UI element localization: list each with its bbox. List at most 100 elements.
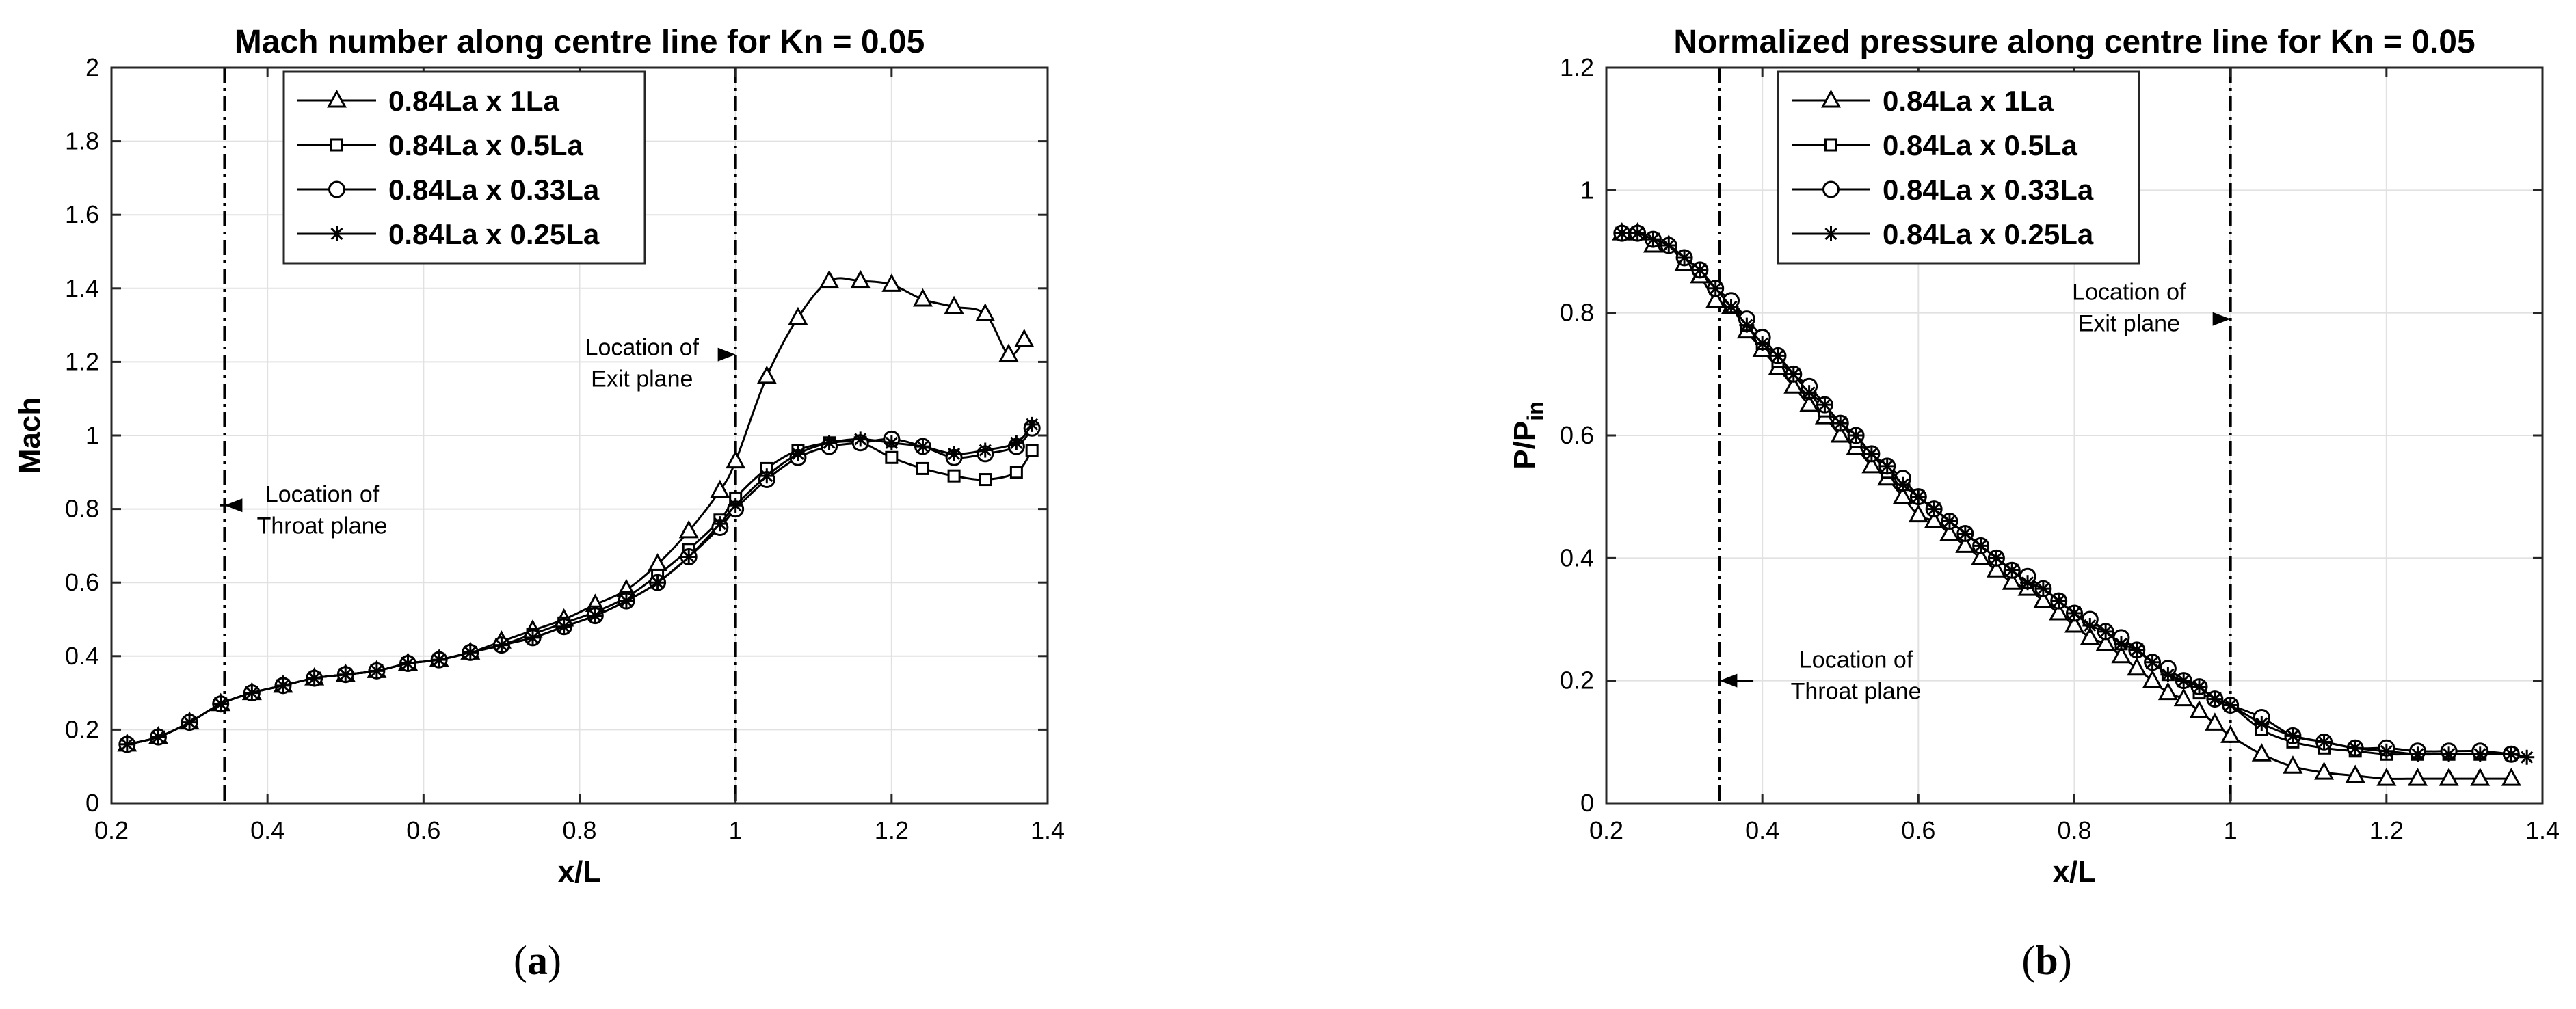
panel-letter: a [527,938,548,983]
data-point-asterisk [1024,416,1040,432]
data-point-asterisk [275,677,291,693]
arrow-head [1719,673,1738,688]
x-tick-label: 0.6 [406,816,440,844]
data-point-asterisk [150,729,166,745]
y-tick-label: 0.4 [65,642,99,670]
legend-marker-square [330,138,343,152]
data-point-asterisk [1661,238,1677,254]
data-point-asterisk [2145,654,2160,670]
data-point-asterisk [1973,538,1989,554]
data-point-asterisk [462,645,478,660]
data-point-asterisk [2348,740,2363,756]
data-point-asterisk [2316,734,2332,750]
data-point-asterisk [1723,299,1739,314]
legend-marker-asterisk [1823,226,1839,241]
data-point-triangle [1892,485,1913,504]
data-point-asterisk [915,439,931,455]
data-point-triangle [1830,424,1850,443]
x-tick-label: 0.6 [1901,816,1935,844]
data-point-asterisk [1941,513,1957,529]
data-point-triangle [2049,602,2069,621]
data-point-triangle [2157,682,2178,701]
data-point-asterisk [2129,642,2145,658]
data-point-square [1009,466,1023,479]
data-point-asterisk [1989,550,2004,566]
data-point-triangle [2064,614,2085,633]
data-point-asterisk [1926,501,1942,517]
annotation-line-2: Exit plane [2078,311,2180,337]
data-point-asterisk [1833,416,1848,431]
y-tick-label: 1 [85,421,99,449]
annotation-line-1: Location of [265,482,380,508]
annotation-1: Location of Exit plane [585,334,736,392]
data-point-triangle [1908,504,1928,523]
data-point-square [979,473,992,487]
data-point-asterisk [2176,673,2192,688]
data-point-triangle [850,269,871,288]
y-tick-label: 0.6 [65,568,99,596]
data-point-triangle [710,479,730,498]
y-tick-label: 0 [85,789,99,817]
x-axis-label: x/L [2053,855,2097,889]
data-point-asterisk [244,685,260,701]
y-tick-label: 1.6 [65,200,99,228]
chart-b: 0.2 0.4 0.6 0.8 1 1.2 1.400.20.40.60.811.2Norm… [1508,24,2560,889]
y-tick-label: 1.8 [65,127,99,155]
y-tick-label: 0 [1580,789,1594,817]
legend-marker-circle [1822,180,1840,198]
data-point-square [885,450,899,464]
data-point-asterisk [1009,435,1024,450]
arrow-head [717,347,736,362]
data-point-asterisk [2098,623,2114,639]
data-point-triangle [912,288,933,307]
data-point-square [947,469,961,483]
data-point-asterisk [1911,489,1926,504]
x-tick-label: 1.4 [2525,816,2560,844]
data-point-triangle [2142,669,2163,688]
y-tick-label: 0.6 [1560,421,1594,449]
data-point-triangle [678,520,699,539]
legend-marker-circle [328,180,345,198]
x-tick-label: 1.2 [2369,816,2404,844]
data-point-triangle [2345,764,2365,783]
chart-title: Normalized pressure along centre line fo… [1673,24,2475,60]
data-point-triangle [2095,632,2116,651]
annotation-line-1: Location of [2072,280,2186,306]
data-point-triangle [2283,755,2303,774]
y-tick-label: 1 [1580,176,1594,204]
annotation-line-2: Throat plane [1791,679,1922,705]
data-point-asterisk [759,468,775,484]
y-tick-label: 1.2 [1560,53,1594,81]
data-point-triangle [1705,289,1726,308]
legend-label: 0.84La x 0.25La [388,218,600,250]
y-axis-label: Mach [13,397,47,474]
chart-a: 0.2 0.4 0.6 0.8 1 1.2 1.400.20.40.60.811.21.41… [13,24,1065,889]
chart-title: Mach number along centre line for Kn = 0… [235,24,925,60]
data-point-asterisk [650,575,665,591]
data-point-triangle [2127,657,2147,676]
data-point-asterisk [946,446,962,461]
data-point-triangle [944,295,964,314]
data-point-triangle [788,306,808,325]
data-point-triangle [2002,571,2022,590]
data-point-asterisk [400,656,416,671]
panel-letter: b [2035,938,2058,983]
x-tick-label: 1.4 [1031,816,1065,844]
data-point-asterisk [1848,428,1864,443]
data-point-asterisk [1692,262,1708,278]
data-point-triangle [2314,762,2335,780]
data-point-asterisk [2067,606,2082,621]
data-point-asterisk [2020,575,2036,591]
data-point-triangle [1861,455,1882,474]
data-point-triangle [2407,768,2428,786]
data-point-asterisk [1785,366,1801,382]
series-3 [1614,226,2535,765]
x-tick-label: 1 [729,816,743,844]
y-tick-label: 1.4 [65,274,99,302]
data-point-triangle [998,343,1019,362]
data-point-asterisk [2004,563,2020,578]
data-point-triangle [1783,375,1804,394]
data-point-asterisk [1755,336,1770,351]
data-point-asterisk [728,498,743,513]
